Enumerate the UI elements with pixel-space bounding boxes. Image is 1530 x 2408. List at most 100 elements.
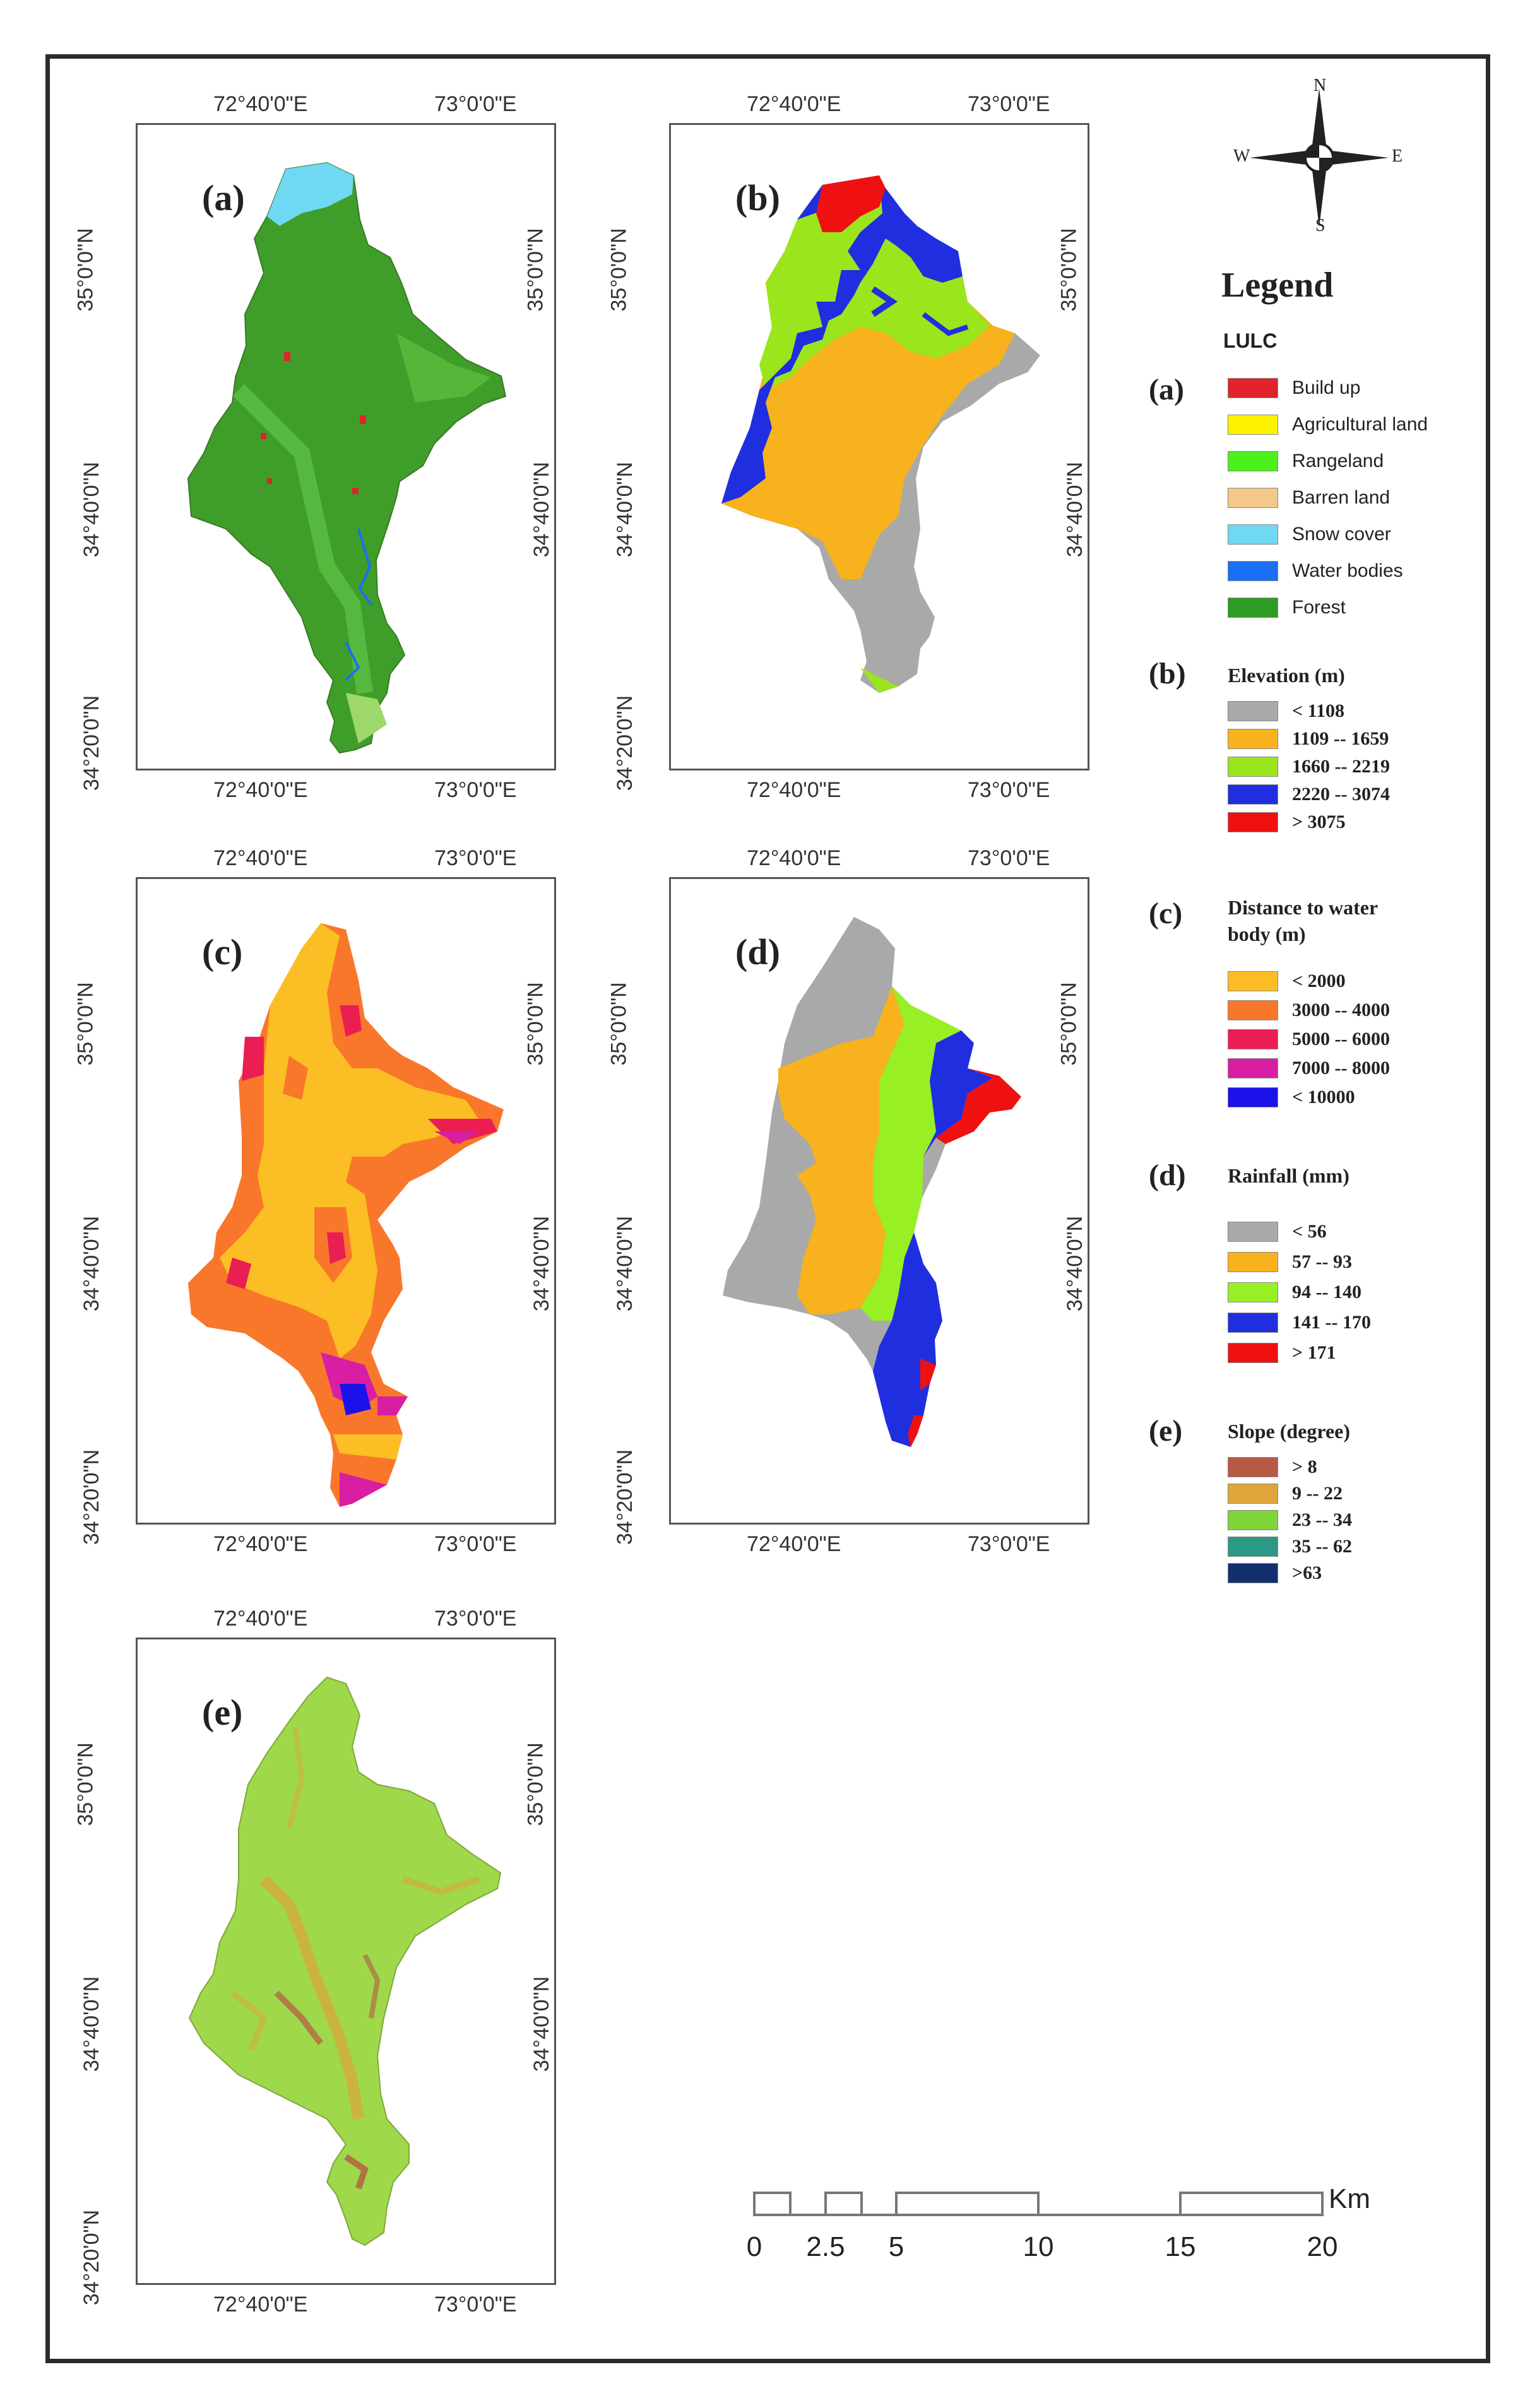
legend-item: > 8 xyxy=(1228,1456,1317,1479)
scale-tick-label: 15 xyxy=(1165,2231,1196,2262)
legend-swatch xyxy=(1228,1222,1278,1242)
legend-item: >63 xyxy=(1228,1562,1322,1585)
legend-swatch xyxy=(1228,415,1278,435)
legend-item: Agricultural land xyxy=(1228,414,1428,437)
legend-item: < 10000 xyxy=(1228,1087,1355,1109)
map-panel-d: 72°40'0"E 73°0'0"E 72°40'0"E 73°0'0"E 35… xyxy=(607,846,1089,1556)
legend-item-label: Rangeland xyxy=(1292,451,1384,471)
lon-label-right-bottom: 73°0'0"E xyxy=(968,778,1050,802)
map-panel-a: 72°40'0"E 73°0'0"E 72°40'0"E 73°0'0"E 35… xyxy=(74,92,556,802)
panel-label-e: (e) xyxy=(202,1692,243,1733)
legend-item: 5000 -- 6000 xyxy=(1228,1029,1390,1051)
lon-label-right-top: 73°0'0"E xyxy=(434,92,517,116)
legend-item-label: < 56 xyxy=(1292,1221,1327,1242)
legend-item: 3000 -- 4000 xyxy=(1228,1000,1390,1022)
compass-west: W xyxy=(1233,146,1250,166)
lat-label-left-2: 34°40'0"N xyxy=(80,461,104,558)
legend-item-label: 23 -- 34 xyxy=(1292,1509,1352,1530)
lat-label-right-1: 35°0'0"N xyxy=(523,982,548,1066)
lat-label-right-1: 35°0'0"N xyxy=(1057,982,1081,1066)
scale-tick-label: 5 xyxy=(888,2231,904,2262)
legend-item-label: 2220 -- 3074 xyxy=(1292,784,1390,805)
legend-item-label: Barren land xyxy=(1292,487,1391,508)
scale-tick-label: 20 xyxy=(1307,2231,1338,2262)
lat-label-left-3: 34°20'0"N xyxy=(613,695,638,791)
lon-label-right-bottom: 73°0'0"E xyxy=(434,2293,517,2317)
legend-swatch xyxy=(1228,1029,1278,1049)
scale-bar: 0 2.5 5 10 15 20 Km xyxy=(745,2171,1376,2262)
legend-item-label: < 1108 xyxy=(1292,700,1344,721)
legend-swatch xyxy=(1228,1510,1278,1530)
legend-swatch xyxy=(1228,524,1278,545)
legend-item: 35 -- 62 xyxy=(1228,1536,1352,1559)
legend-swatch xyxy=(1228,1000,1278,1020)
panel-label-a: (a) xyxy=(202,177,245,218)
panel-label-b: (b) xyxy=(735,177,780,218)
scale-unit: Km xyxy=(1329,2183,1370,2214)
map-panel-c: 72°40'0"E 73°0'0"E 72°40'0"E 73°0'0"E 35… xyxy=(74,846,556,1556)
legend-item: < 56 xyxy=(1228,1221,1327,1244)
legend-item: Barren land xyxy=(1228,487,1390,510)
lon-label-right-bottom: 73°0'0"E xyxy=(968,1532,1050,1556)
north-arrow-compass-icon: N S W E xyxy=(1233,76,1403,235)
legend-item: 141 -- 170 xyxy=(1228,1312,1371,1335)
lon-label-right-top: 73°0'0"E xyxy=(434,1607,517,1631)
lat-label-left-2: 34°40'0"N xyxy=(80,1976,104,2072)
distance-letter: (c) xyxy=(1149,897,1183,930)
legend-item-label: >63 xyxy=(1292,1562,1322,1583)
legend-item: 1660 -- 2219 xyxy=(1228,756,1390,779)
legend-item: Water bodies xyxy=(1228,560,1403,583)
compass-east: E xyxy=(1392,146,1403,166)
lat-label-right-2: 34°40'0"N xyxy=(530,1976,554,2072)
legend-item: > 3075 xyxy=(1228,812,1346,834)
legend-item: 57 -- 93 xyxy=(1228,1251,1352,1274)
lat-label-right-2: 34°40'0"N xyxy=(530,461,554,558)
legend-swatch xyxy=(1228,598,1278,618)
lat-label-left-1: 35°0'0"N xyxy=(73,982,98,1066)
legend-swatch xyxy=(1228,561,1278,581)
legend-swatch xyxy=(1228,1457,1278,1477)
legend-item: 1109 -- 1659 xyxy=(1228,728,1389,751)
legend-swatch xyxy=(1228,1537,1278,1557)
lon-label-left-top: 72°40'0"E xyxy=(747,846,841,870)
slope-letter: (e) xyxy=(1149,1414,1183,1448)
lat-label-left-2: 34°40'0"N xyxy=(80,1215,104,1312)
lat-label-left-3: 34°20'0"N xyxy=(80,695,104,791)
lat-label-right-2: 34°40'0"N xyxy=(530,1215,554,1312)
legend-swatch xyxy=(1228,1484,1278,1504)
lat-label-left-2: 34°40'0"N xyxy=(613,461,638,558)
lon-label-left-top: 72°40'0"E xyxy=(213,846,308,870)
lon-label-left-bottom: 72°40'0"E xyxy=(213,778,308,802)
legend-item: 2220 -- 3074 xyxy=(1228,784,1390,806)
legend-item-label: 1660 -- 2219 xyxy=(1292,756,1390,777)
lon-label-left-top: 72°40'0"E xyxy=(213,1607,308,1631)
lat-label-right-1: 35°0'0"N xyxy=(1057,228,1081,312)
compass-north: N xyxy=(1314,76,1327,95)
lon-label-left-top: 72°40'0"E xyxy=(747,92,841,116)
legend-item: 23 -- 34 xyxy=(1228,1509,1352,1532)
legend-item-label: < 2000 xyxy=(1292,971,1346,991)
legend-item-label: Snow cover xyxy=(1292,524,1391,545)
legend-title: Legend xyxy=(1221,266,1334,305)
legend-item: 7000 -- 8000 xyxy=(1228,1058,1390,1080)
distance-heading-line2: body (m) xyxy=(1228,923,1306,945)
legend-swatch xyxy=(1228,1313,1278,1333)
legend-item: 94 -- 140 xyxy=(1228,1282,1361,1304)
lat-label-left-3: 34°20'0"N xyxy=(613,1449,638,1545)
lat-label-left-1: 35°0'0"N xyxy=(73,228,98,312)
legend-item: Snow cover xyxy=(1228,524,1391,546)
lon-label-right-bottom: 73°0'0"E xyxy=(434,778,517,802)
legend-item-label: > 8 xyxy=(1292,1456,1317,1477)
legend-item-label: 94 -- 140 xyxy=(1292,1282,1361,1302)
legend-swatch xyxy=(1228,971,1278,991)
lon-label-left-bottom: 72°40'0"E xyxy=(213,2293,308,2317)
lat-label-left-3: 34°20'0"N xyxy=(80,2209,104,2306)
legend-swatch xyxy=(1228,812,1278,832)
legend-swatch xyxy=(1228,757,1278,777)
elevation-map xyxy=(721,175,1040,693)
lon-label-left-bottom: 72°40'0"E xyxy=(747,778,841,802)
legend-item-label: < 10000 xyxy=(1292,1087,1355,1107)
rainfall-heading: Rainfall (mm) xyxy=(1228,1164,1349,1187)
legend-item-label: 7000 -- 8000 xyxy=(1292,1058,1390,1078)
lat-label-left-1: 35°0'0"N xyxy=(607,982,631,1066)
